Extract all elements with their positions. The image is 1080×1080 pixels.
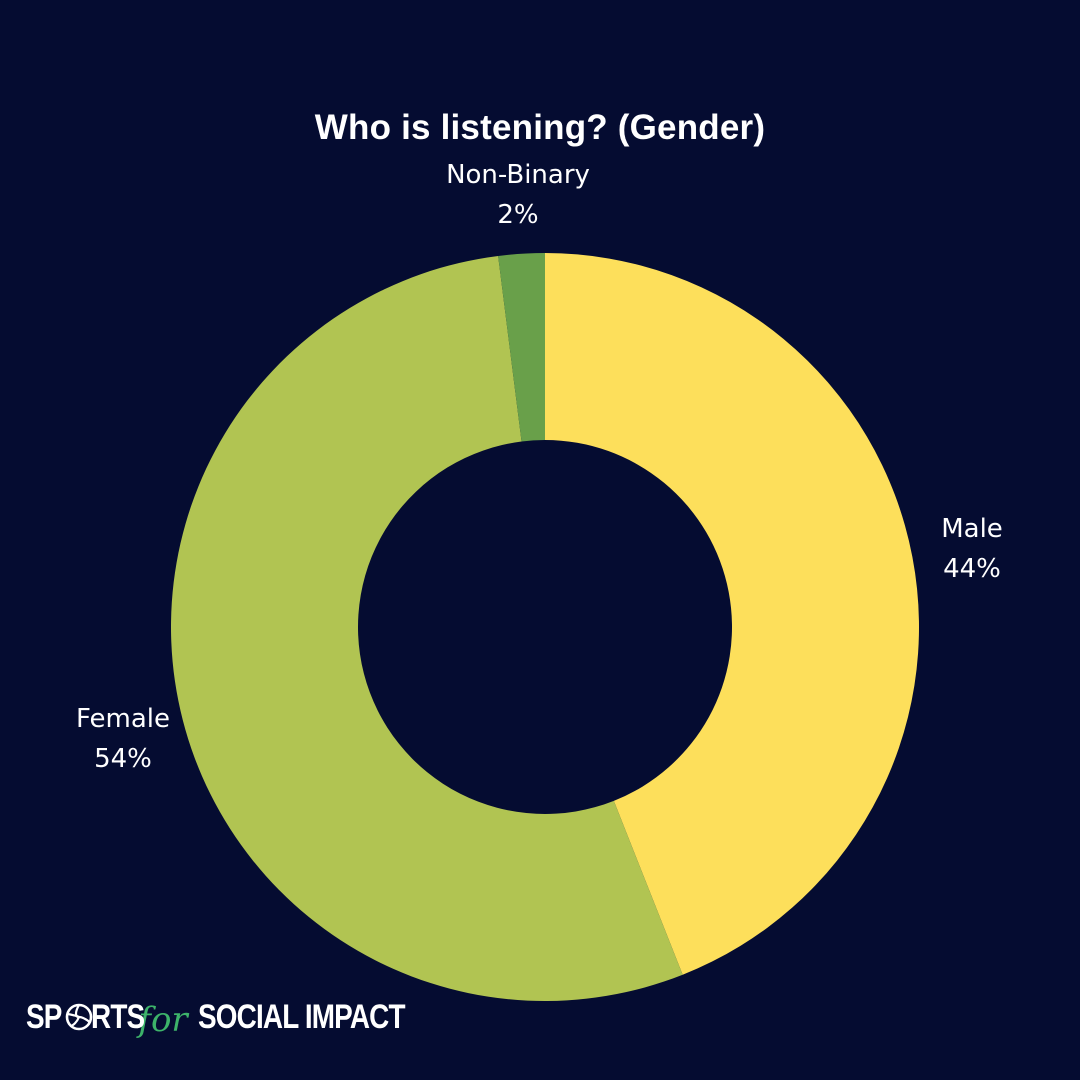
volleyball-icon (66, 1003, 93, 1031)
slice-male (545, 253, 920, 975)
labels-group: Male 44% Female 54% Non-Binary 2% (76, 160, 1003, 774)
label-value-female: 54% (94, 744, 152, 774)
logo-word-social-impact: SOCIAL IMPACT (197, 997, 406, 1036)
chart-title: Who is listening? (Gender) (314, 108, 766, 147)
slice-non-binary (498, 253, 545, 442)
label-value-male: 44% (943, 554, 1001, 584)
label-name-male: Male (941, 514, 1003, 544)
label-name-female: Female (76, 704, 170, 734)
logo-word-rts: RTS (91, 997, 145, 1036)
slices-group (170, 253, 920, 1001)
label-name-non-binary: Non-Binary (446, 160, 590, 190)
logo-word-for: for (138, 1000, 188, 1040)
label-value-non-binary: 2% (497, 200, 538, 230)
logo-word-sp: SP (26, 997, 62, 1036)
brand-logo: SP RTS for SOCIAL IMPACT (26, 994, 450, 1041)
slice-female (170, 255, 683, 1001)
